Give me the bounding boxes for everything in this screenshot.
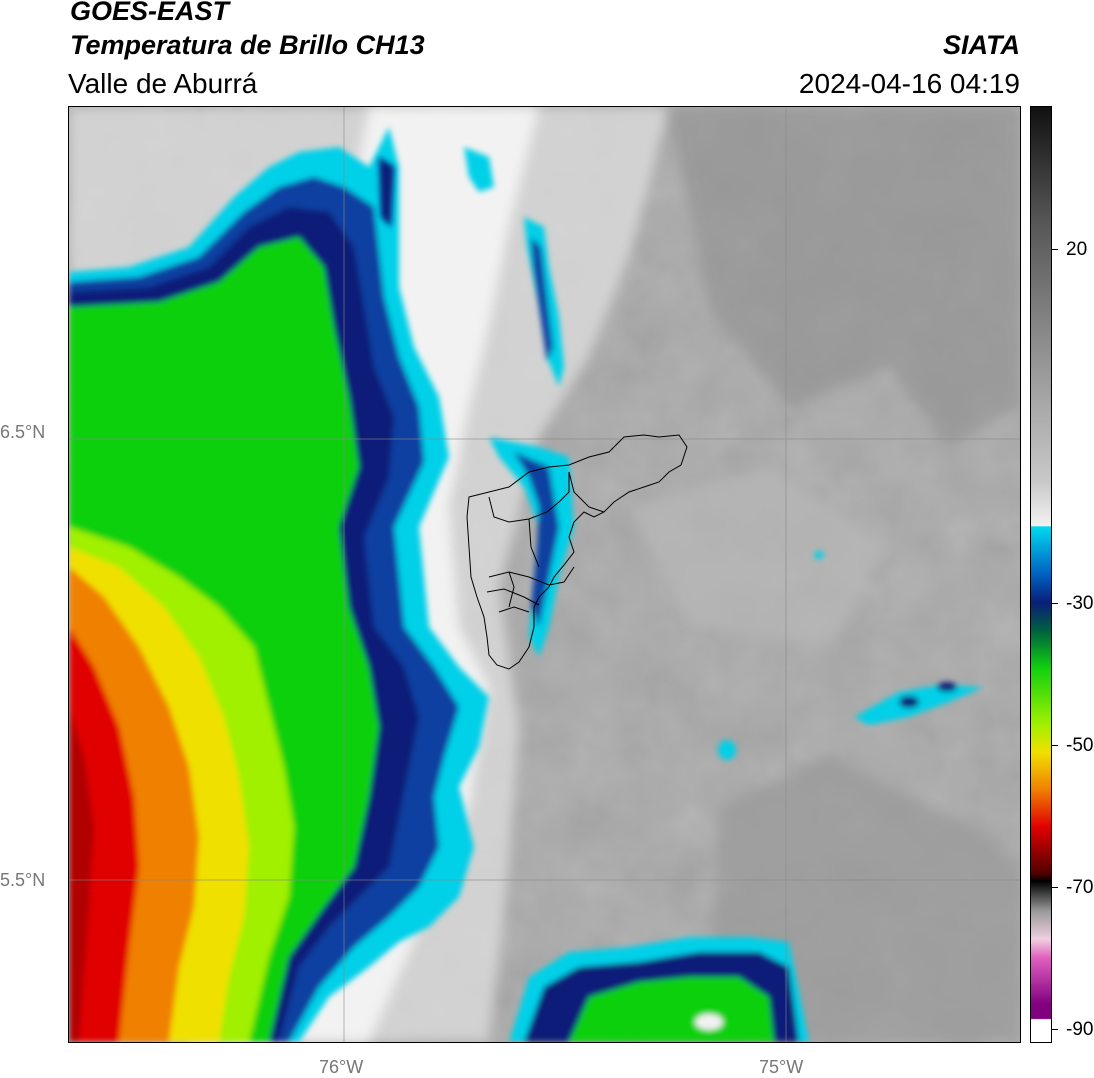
colorbar-label-minus70: -70 (1066, 877, 1094, 898)
lon-label-75w: 75°W (759, 1057, 804, 1077)
lon-label-76w: 76°W (319, 1057, 364, 1077)
colorbar-tick (1051, 1029, 1058, 1030)
colorbar-label-minus90: -90 (1066, 1019, 1094, 1040)
colorbar-label-20: 20 (1066, 239, 1088, 260)
lat-label-6-5n: 6.5°N (0, 422, 46, 442)
brightness-temperature-field (69, 107, 1020, 1042)
satellite-title: GOES-EAST (70, 0, 230, 26)
lat-label-5-5n: 5.5°N (0, 870, 46, 890)
region-subtitle: Valle de Aburrá (68, 68, 258, 99)
datetime-label: 2024-04-16 04:19 (798, 68, 1020, 99)
organization-label: SIATA (943, 30, 1020, 60)
aburra-valley-boundaries (466, 434, 688, 670)
colorbar-tick (1051, 745, 1058, 746)
colorbar-tick (1051, 249, 1058, 250)
colorbar-tick (1051, 887, 1058, 888)
graticule (69, 107, 1020, 1042)
colorbar-label-minus30: -30 (1066, 593, 1094, 614)
temperature-colorbar (1030, 106, 1052, 1043)
colorbar-tick (1051, 603, 1058, 604)
colorbar-label-minus50: -50 (1066, 735, 1094, 756)
satellite-map (68, 106, 1021, 1043)
product-title: Temperatura de Brillo CH13 (70, 30, 425, 60)
